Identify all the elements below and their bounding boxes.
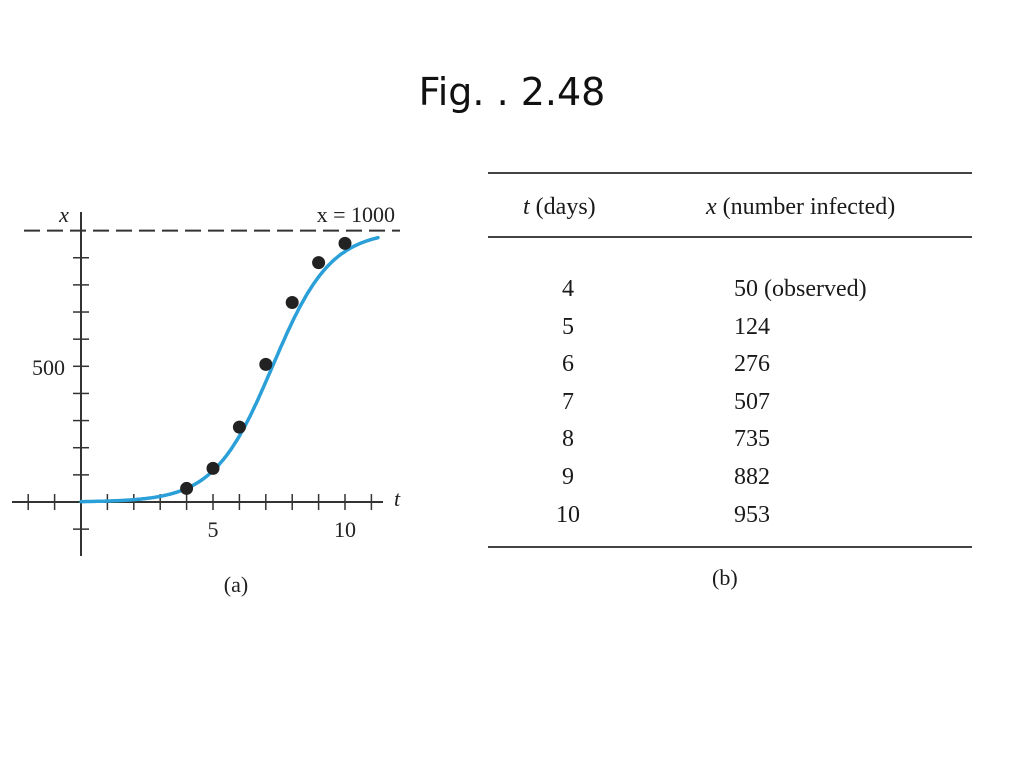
header-t-rest: (days)	[529, 194, 596, 220]
cell-t: 5	[562, 313, 574, 340]
table-row: 9 882	[488, 464, 972, 501]
cell-t: 10	[556, 501, 580, 528]
table-row: 8 735	[488, 426, 972, 463]
cell-x: 953	[734, 501, 770, 528]
cell-x: 507	[734, 388, 770, 415]
cell-x: 50 (observed)	[734, 276, 867, 302]
cell-x: 276	[734, 351, 770, 378]
cell-x: 735	[734, 426, 770, 453]
table-top-rule	[488, 172, 972, 174]
table-row: 4 50 (observed)	[488, 276, 972, 313]
data-point	[206, 461, 220, 475]
header-t: t (days)	[523, 194, 596, 221]
header-x-rest: (number infected)	[716, 194, 896, 220]
data-point	[259, 357, 273, 371]
data-point	[285, 296, 299, 310]
asymptote-label: x = 1000	[317, 202, 395, 227]
cell-t: 8	[562, 426, 574, 453]
cell-x: 124	[734, 313, 770, 340]
table-body: 4 50 (observed) 5 124 6 276 7 507 8 735 9 882 10 953	[488, 238, 972, 546]
data-table: t (days) x (number infected) 4 50 (observ…	[488, 172, 972, 548]
header-x: x (number infected)	[706, 194, 895, 221]
x-tick-label: 5	[208, 517, 219, 542]
table-row: 5 124	[488, 314, 972, 351]
table-row: 6 276	[488, 351, 972, 388]
table-header: t (days) x (number infected)	[488, 174, 972, 236]
x-axis-label: t	[394, 486, 401, 511]
data-point	[180, 481, 194, 495]
chart-caption: (a)	[224, 572, 248, 597]
cell-t: 7	[562, 388, 574, 415]
y-axis-label: x	[58, 202, 69, 227]
cell-t: 6	[562, 351, 574, 378]
cell-x: 882	[734, 464, 770, 490]
table-header-rule	[488, 236, 972, 238]
data-point	[312, 256, 326, 270]
data-point	[338, 236, 352, 250]
table-row: 10 953	[488, 502, 972, 539]
logistic-curve	[79, 235, 380, 504]
y-tick-label: 500	[32, 355, 65, 380]
x-tick-label: 10	[334, 517, 356, 542]
header-t-var: t	[523, 194, 530, 220]
header-x-var: x	[706, 194, 717, 220]
table-row: 7 507	[488, 389, 972, 426]
cell-t: 4	[562, 276, 574, 302]
data-point	[232, 420, 246, 434]
page-title: Fig. . 2.48	[418, 70, 606, 114]
table-bottom-rule	[488, 546, 972, 548]
cell-t: 9	[562, 464, 574, 490]
logistic-chart: x t 5 10 500 x = 1000 (a)	[12, 202, 401, 597]
table-caption: (b)	[712, 565, 738, 590]
